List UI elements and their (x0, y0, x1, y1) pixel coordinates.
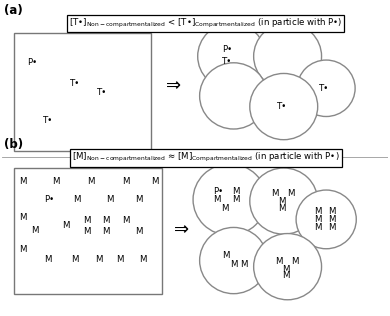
Text: M: M (151, 177, 158, 186)
Text: T•: T• (69, 79, 80, 88)
Ellipse shape (296, 190, 356, 249)
Text: M: M (116, 255, 123, 264)
Text: M: M (232, 186, 239, 196)
Text: M: M (315, 207, 322, 216)
Text: (b): (b) (4, 138, 23, 151)
Text: M: M (282, 265, 289, 274)
Text: $\Rightarrow$: $\Rightarrow$ (162, 75, 182, 93)
Text: M: M (20, 213, 27, 222)
Text: P•: P• (213, 186, 223, 196)
Text: T•: T• (277, 102, 287, 111)
Ellipse shape (200, 63, 268, 129)
Text: M: M (44, 255, 52, 264)
Ellipse shape (297, 60, 355, 117)
Text: M: M (62, 221, 69, 230)
Text: T•: T• (222, 57, 232, 66)
Text: M: M (213, 195, 221, 204)
Text: M: M (31, 226, 39, 234)
Text: M: M (282, 271, 289, 280)
Text: M: M (135, 227, 143, 236)
Bar (14, 33, 151, 151)
Text: M: M (71, 255, 79, 264)
Ellipse shape (200, 228, 268, 294)
Text: M: M (287, 189, 294, 198)
Text: M: M (139, 255, 147, 264)
Text: M: M (328, 215, 336, 224)
Text: M: M (328, 207, 336, 216)
Text: T•: T• (319, 84, 330, 93)
Text: (a): (a) (4, 3, 23, 17)
Text: M: M (20, 246, 27, 254)
Text: M: M (328, 222, 336, 232)
Text: M: M (52, 177, 60, 186)
Text: M: M (83, 216, 90, 225)
Text: M: M (315, 222, 322, 232)
Ellipse shape (250, 168, 318, 234)
Text: T•: T• (97, 88, 107, 97)
Text: M: M (20, 177, 27, 186)
Ellipse shape (193, 164, 266, 235)
Ellipse shape (250, 73, 318, 140)
Text: M: M (135, 195, 143, 204)
Ellipse shape (254, 234, 321, 300)
Text: P•: P• (222, 45, 232, 54)
Text: M: M (222, 251, 229, 259)
Text: P•: P• (27, 58, 37, 67)
Text: M: M (241, 260, 248, 269)
Bar (14, 167, 162, 294)
Text: M: M (221, 204, 229, 213)
Text: $\Rightarrow$: $\Rightarrow$ (170, 220, 190, 238)
Ellipse shape (254, 23, 321, 89)
Text: M: M (95, 255, 102, 264)
Text: M: M (73, 195, 81, 204)
Ellipse shape (198, 23, 266, 89)
Text: M: M (103, 227, 110, 236)
Text: M: M (291, 257, 298, 266)
Text: M: M (103, 216, 110, 225)
Text: M: M (87, 177, 94, 186)
Text: M: M (232, 195, 239, 204)
Text: M: M (106, 195, 114, 204)
Text: M: M (275, 257, 283, 266)
Text: [M]$_\mathsf{Non-compartmentalized}$ ≈ [M]$_\mathsf{Compartmentalized}$ (in part: [M]$_\mathsf{Non-compartmentalized}$ ≈ [… (72, 151, 339, 164)
Text: M: M (271, 189, 279, 198)
Text: M: M (278, 197, 285, 206)
Text: M: M (230, 260, 237, 269)
Text: [T•]$_\mathsf{Non-compartmentalized}$ < [T•]$_\mathsf{Compartmentalized}$ (in pa: [T•]$_\mathsf{Non-compartmentalized}$ < … (69, 17, 342, 30)
Text: M: M (278, 204, 285, 213)
Text: M: M (122, 177, 129, 186)
Text: M: M (83, 227, 90, 236)
Text: P•: P• (44, 195, 55, 204)
Text: M: M (315, 215, 322, 224)
Text: T•: T• (43, 116, 53, 125)
Text: M: M (122, 216, 129, 225)
